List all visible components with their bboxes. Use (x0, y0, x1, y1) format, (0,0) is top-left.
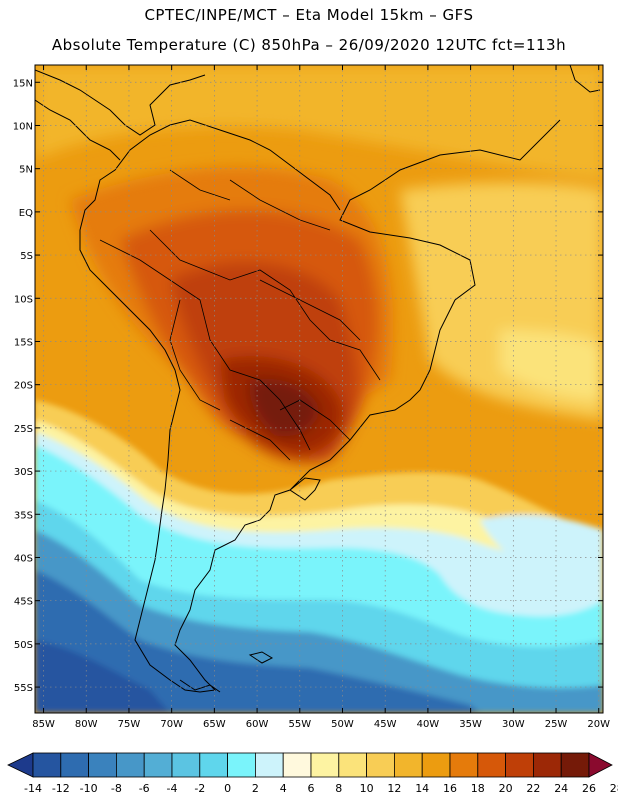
colorbar-segment (32, 752, 62, 778)
colorbar-label: 8 (335, 782, 342, 795)
colorbar-left-arrow (7, 752, 34, 778)
longitude-labels: 85W 80W 75W 70W 65W 60W 55W 50W 45W 40W 35W 30W 25W 2… (32, 65, 610, 730)
lon-label: 60W (246, 719, 269, 730)
colorbar-label: 0 (224, 782, 231, 795)
colorbar-label: -14 (24, 782, 42, 795)
colorbar-segment (505, 752, 534, 778)
colorbar-label: 4 (280, 782, 287, 795)
lat-label: 50S (14, 640, 33, 651)
colorbar-label: 22 (526, 782, 540, 795)
colorbar-segment (477, 752, 506, 778)
central-america-coastline (35, 69, 206, 161)
colorbar-segment (227, 752, 256, 778)
latitude-labels: 15N 10N 5N EQ 5S 10S 15S 20S 25S 30S 35S 40S 45S 50S 5… (13, 78, 603, 694)
lon-label: 50W (331, 719, 354, 730)
temperature-field (35, 65, 603, 713)
lat-label: 55S (14, 683, 33, 694)
lon-label: 30W (502, 719, 525, 730)
lat-label: 5S (20, 251, 33, 262)
colorbar-segment (449, 752, 479, 778)
colorbar-segment (282, 752, 312, 778)
colorbar-label: 12 (387, 782, 401, 795)
colorbar-segment (366, 752, 395, 778)
graticule (35, 65, 603, 713)
colorbar-segment (533, 752, 562, 778)
colorbar-label: 6 (308, 782, 315, 795)
lon-label: 75W (118, 719, 141, 730)
country-borders (99, 169, 381, 461)
south-america-coastline (79, 65, 601, 693)
colorbar-segment (143, 752, 173, 778)
falkland-islands (248, 651, 274, 664)
lon-label: 70W (160, 719, 183, 730)
lon-label: 55W (288, 719, 311, 730)
colorbar: -14 -12 -10 -8 -6 -4 -2 0 2 4 6 8 10 12 14 16 18 20 22 24 26… (7, 752, 618, 795)
colorbar-segment (116, 752, 145, 778)
lat-label: 35S (14, 510, 33, 521)
lat-label: 10S (14, 294, 33, 305)
lon-label: 80W (75, 719, 98, 730)
colorbar-label: -4 (167, 782, 178, 795)
colorbar-segment (338, 752, 367, 778)
colorbar-label: 20 (499, 782, 513, 795)
colorbar-label: 28 (610, 782, 618, 795)
colorbar-segment (254, 752, 284, 778)
colorbar-label: -2 (194, 782, 205, 795)
lat-label: 15S (14, 337, 33, 348)
lon-label: 20W (587, 719, 610, 730)
map-frame (34, 64, 604, 714)
colorbar-label: -8 (111, 782, 122, 795)
colorbar-segment (171, 752, 201, 778)
colorbar-label: 10 (360, 782, 374, 795)
map-title-line2: Absolute Temperature (C) 850hPa – 26/09/… (51, 36, 567, 54)
colorbar-label: 2 (252, 782, 259, 795)
lat-label: 40S (14, 553, 33, 564)
lat-label: 10N (13, 121, 33, 132)
lon-label: 85W (32, 719, 55, 730)
lon-label: 65W (203, 719, 226, 730)
colorbar-label: -10 (80, 782, 98, 795)
lat-label: 20S (14, 381, 33, 392)
colorbar-label: 18 (471, 782, 485, 795)
colorbar-label: -12 (52, 782, 70, 795)
colorbar-segment (199, 752, 229, 778)
colorbar-label: 26 (582, 782, 596, 795)
colorbar-segment (88, 752, 117, 778)
coastlines (35, 65, 601, 693)
colorbar-label: -6 (139, 782, 150, 795)
colorbar-segment (393, 752, 423, 778)
tierra-del-fuego (179, 679, 221, 693)
lon-label: 45W (374, 719, 397, 730)
colorbar-segment (421, 752, 451, 778)
lat-label: 15N (13, 78, 33, 89)
colorbar-label: 16 (443, 782, 457, 795)
colorbar-segment (560, 752, 590, 778)
colorbar-right-arrow (588, 752, 613, 778)
lat-label: EQ (19, 208, 33, 219)
lat-label: 25S (14, 424, 33, 435)
map-title-line1: CPTEC/INPE/MCT – Eta Model 15km – GFS (144, 6, 474, 24)
lat-label: 45S (14, 597, 33, 608)
colorbar-label: 14 (415, 782, 429, 795)
lat-label: 30S (14, 467, 33, 478)
lon-label: 35W (459, 719, 482, 730)
colorbar-segment (310, 752, 340, 778)
lat-label: 5N (19, 165, 33, 176)
lon-label: 25W (545, 719, 568, 730)
lon-label: 40W (417, 719, 440, 730)
colorbar-label: 24 (554, 782, 568, 795)
colorbar-segment (60, 752, 89, 778)
